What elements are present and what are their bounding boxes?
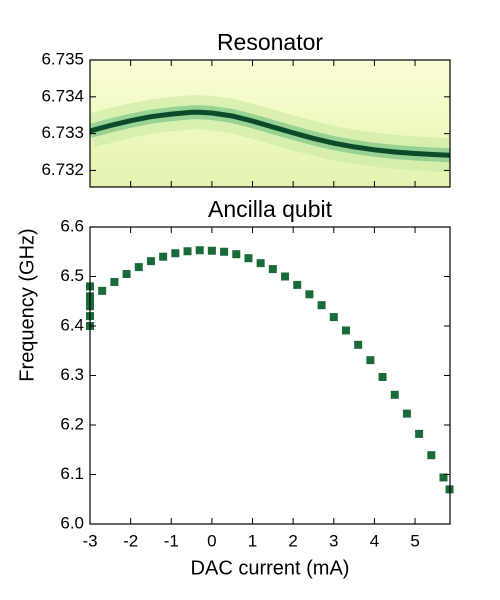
heatmap-band [90,95,450,173]
x-tick-label: 2 [288,531,297,550]
point [134,263,143,272]
x-tick-label: 3 [329,531,338,550]
y-tick-label: 6.5 [60,266,84,285]
x-tick-label: 0 [207,531,216,550]
point [146,257,155,266]
y-tick-label: 6.735 [41,49,84,68]
y-tick-label: 6.734 [41,86,84,105]
point [415,429,424,438]
panel-title: Ancilla qubit [208,196,333,222]
point [341,326,350,335]
y-tick-label: 6.733 [41,123,84,142]
y-tick-label: 6.4 [60,315,84,334]
point [317,301,326,310]
y-tick-label: 6.0 [60,513,84,532]
point [378,372,387,381]
point [439,473,448,482]
point [122,270,131,279]
x-tick-label: -3 [82,531,97,550]
point [195,246,204,255]
point [98,286,107,295]
point [171,249,180,258]
point [207,246,216,255]
resonance-line [90,109,450,158]
point [232,250,241,259]
point [402,409,411,418]
point [268,265,277,274]
point [390,390,399,399]
y-tick-label: 6.732 [41,160,84,179]
y-tick-label: 6.2 [60,414,84,433]
panel-title: Resonator [217,29,323,55]
y-tick-label: 6.1 [60,464,84,483]
x-tick-label: 4 [370,531,379,550]
point [256,259,265,268]
point [220,247,229,256]
point [110,277,119,286]
point [366,356,375,365]
point [244,254,253,263]
plot-frame [89,59,451,188]
y-axis-label: Frequency (GHz) [16,228,38,381]
x-axis-label: DAC current (mA) [191,557,350,579]
point [159,252,168,261]
point [329,313,338,322]
point [281,272,290,281]
y-tick-label: 6.3 [60,365,84,384]
x-tick-label: -2 [123,531,138,550]
x-tick-label: 5 [410,531,419,550]
point [354,340,363,349]
point [293,280,302,289]
point [183,247,192,256]
point [305,290,314,299]
x-tick-label: -1 [164,531,179,550]
y-tick-label: 6.6 [60,216,84,235]
x-tick-label: 1 [248,531,257,550]
point [427,451,436,460]
